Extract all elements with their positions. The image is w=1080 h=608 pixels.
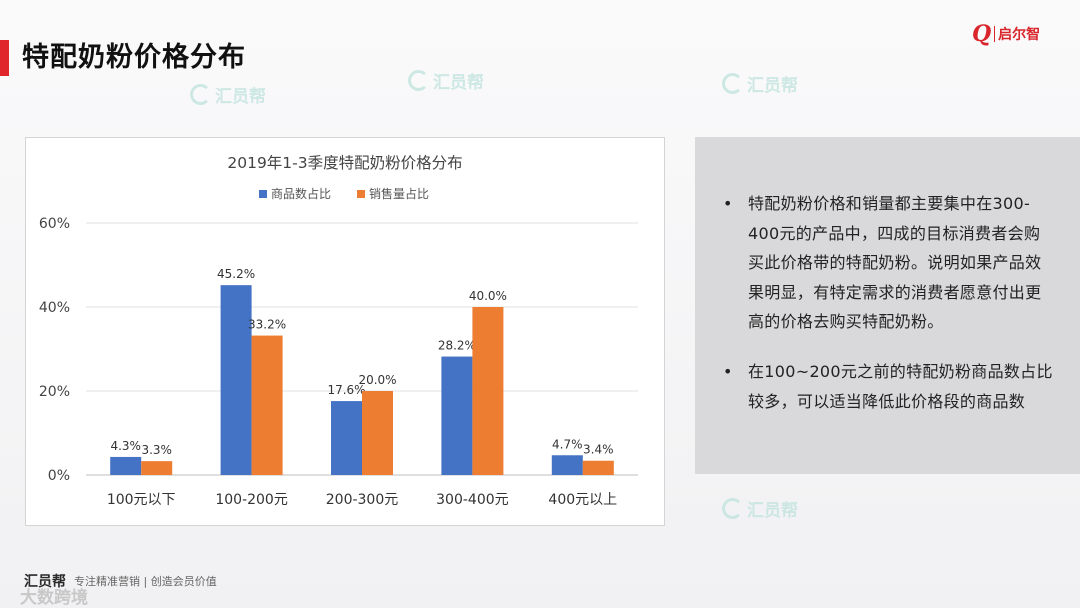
- watermark: 汇员帮: [190, 82, 266, 107]
- data-label: 4.7%: [552, 437, 583, 451]
- bullet-marker: •: [723, 194, 733, 213]
- x-tick-label: 400元以上: [548, 492, 617, 508]
- watermark: 汇员帮: [722, 71, 798, 96]
- legend-swatch: [259, 190, 267, 198]
- y-tick-label: 0%: [48, 468, 70, 484]
- chart-title: 2019年1-3季度特配奶粉价格分布: [227, 154, 462, 172]
- data-label: 17.6%: [327, 383, 365, 397]
- page-title: 特配奶粉价格分布: [22, 42, 246, 73]
- bar: [220, 285, 252, 475]
- watermark: 汇员帮: [408, 68, 484, 93]
- data-label: 33.2%: [248, 318, 286, 332]
- logo-mark: Q: [972, 21, 992, 47]
- source-watermark: 大数跨境: [20, 588, 88, 608]
- insight-bullet: • 在100~200元之前的特配奶粉商品数占比较多，可以适当降低此价格段的商品数: [723, 357, 1053, 416]
- chart-container: 2019年1-3季度特配奶粉价格分布商品数占比 销售量占比 0% 20% 40% 60% 4…: [25, 137, 665, 526]
- bar: [141, 461, 173, 475]
- x-tick-label: 100-200元: [215, 492, 288, 508]
- bullet-marker: •: [723, 362, 733, 381]
- legend-label: 商品数占比: [271, 186, 331, 201]
- title-accent-bar: [0, 40, 9, 76]
- y-tick-label: 60%: [39, 216, 70, 232]
- brand-logo: Q 启尔智: [972, 20, 1040, 48]
- y-tick-label: 20%: [39, 384, 70, 400]
- watermark-icon: [190, 84, 211, 105]
- footer-brand: 汇员帮: [24, 574, 66, 590]
- y-tick-label: 40%: [39, 300, 70, 316]
- data-label: 40.0%: [469, 289, 507, 303]
- bar: [331, 401, 362, 475]
- bar: [472, 307, 504, 475]
- bar: [251, 335, 283, 475]
- bullet-text: 在100~200元之前的特配奶粉商品数占比较多，可以适当降低此价格段的商品数: [748, 362, 1053, 411]
- footer-tagline: 专注精准营销 | 创造会员价值: [74, 575, 217, 588]
- watermark-icon: [722, 498, 743, 519]
- legend-label: 销售量占比: [369, 186, 429, 201]
- x-tick-label: 300-400元: [436, 492, 509, 508]
- data-label: 3.3%: [141, 443, 172, 457]
- data-label: 28.2%: [438, 339, 476, 353]
- bar: [362, 391, 393, 475]
- data-label: 20.0%: [358, 373, 396, 387]
- insight-panel: • 特配奶粉价格和销量都主要集中在300-400元的产品中，四成的目标消费者会购…: [695, 137, 1080, 474]
- legend-swatch: [357, 190, 365, 198]
- insight-bullet: • 特配奶粉价格和销量都主要集中在300-400元的产品中，四成的目标消费者会购…: [723, 189, 1053, 337]
- bar: [582, 460, 614, 475]
- footer: 汇员帮 专注精准营销 | 创造会员价值: [24, 572, 217, 590]
- watermark-icon: [722, 73, 743, 94]
- watermark: 汇员帮: [722, 496, 798, 521]
- logo-divider: [994, 26, 996, 42]
- data-label: 4.3%: [110, 439, 141, 453]
- data-label: 45.2%: [217, 267, 255, 281]
- bullet-text: 特配奶粉价格和销量都主要集中在300-400元的产品中，四成的目标消费者会购买此…: [748, 194, 1042, 331]
- bar: [551, 455, 583, 475]
- data-label: 3.4%: [583, 443, 614, 457]
- x-tick-label: 200-300元: [326, 492, 399, 508]
- bar: [110, 456, 142, 475]
- bar: [441, 356, 473, 475]
- watermark-icon: [408, 70, 429, 91]
- logo-text: 启尔智: [998, 27, 1041, 43]
- x-tick-label: 100元以下: [107, 492, 176, 508]
